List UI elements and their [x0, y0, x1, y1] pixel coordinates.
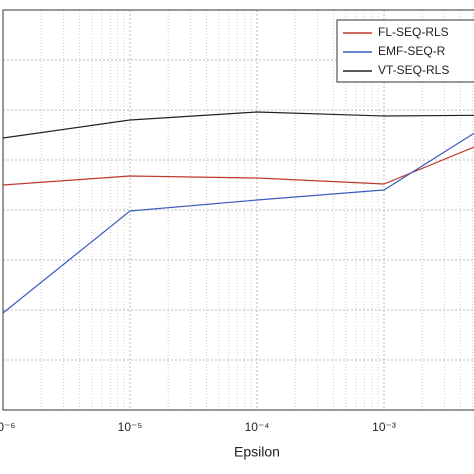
- x-tick-label: 10⁻⁵: [118, 420, 143, 434]
- x-tick-label: 10⁻⁴: [245, 420, 270, 434]
- x-tick-label: 10⁻³: [372, 420, 396, 434]
- x-axis-label: Epsilon: [234, 444, 280, 460]
- x-tick-label: 10⁻⁶: [0, 420, 15, 434]
- legend-label: EMF-SEQ-R: [378, 44, 446, 58]
- legend-label: FL-SEQ-RLS: [378, 25, 449, 39]
- legend-label: VT-SEQ-RLS: [378, 63, 449, 77]
- series-line: [2, 132, 474, 314]
- series-line: [2, 146, 474, 186]
- plot-frame: [2, 9, 474, 411]
- legend: FL-SEQ-RLS EMF-SEQ-R VT-SEQ-RLS: [336, 19, 474, 83]
- series-line: [2, 111, 474, 139]
